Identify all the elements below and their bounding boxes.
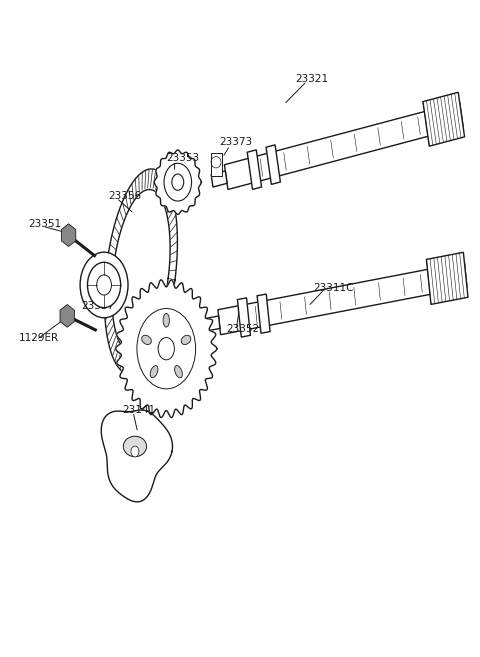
Text: 1129ER: 1129ER	[19, 333, 59, 343]
Ellipse shape	[150, 366, 158, 378]
Ellipse shape	[142, 335, 151, 344]
Circle shape	[172, 174, 184, 191]
Circle shape	[131, 446, 139, 457]
Polygon shape	[426, 252, 468, 304]
Polygon shape	[61, 224, 76, 246]
Text: 23321: 23321	[295, 74, 328, 84]
Ellipse shape	[163, 313, 169, 327]
Text: 23352: 23352	[226, 323, 259, 334]
Polygon shape	[247, 150, 262, 189]
Polygon shape	[266, 145, 280, 185]
Text: 23356: 23356	[108, 191, 142, 201]
Circle shape	[137, 309, 196, 389]
Text: 23311C: 23311C	[314, 283, 354, 292]
Circle shape	[80, 252, 128, 318]
Polygon shape	[60, 305, 74, 327]
Circle shape	[158, 338, 174, 360]
Polygon shape	[218, 262, 467, 334]
Polygon shape	[211, 171, 227, 187]
Ellipse shape	[175, 366, 182, 378]
Polygon shape	[238, 298, 251, 337]
Circle shape	[164, 164, 192, 201]
Text: 23141: 23141	[122, 405, 156, 415]
Polygon shape	[211, 153, 222, 176]
Polygon shape	[154, 150, 201, 214]
Text: 23351: 23351	[28, 219, 61, 229]
Text: 23373: 23373	[219, 137, 252, 147]
Polygon shape	[423, 92, 465, 147]
Text: 23357: 23357	[81, 302, 114, 311]
Ellipse shape	[181, 335, 191, 344]
Ellipse shape	[123, 436, 146, 457]
Text: 23353: 23353	[166, 153, 199, 163]
Circle shape	[96, 275, 111, 295]
Circle shape	[87, 262, 120, 307]
Polygon shape	[204, 316, 220, 331]
Polygon shape	[225, 102, 463, 189]
Polygon shape	[101, 410, 172, 502]
Polygon shape	[116, 280, 217, 418]
Polygon shape	[257, 294, 270, 333]
